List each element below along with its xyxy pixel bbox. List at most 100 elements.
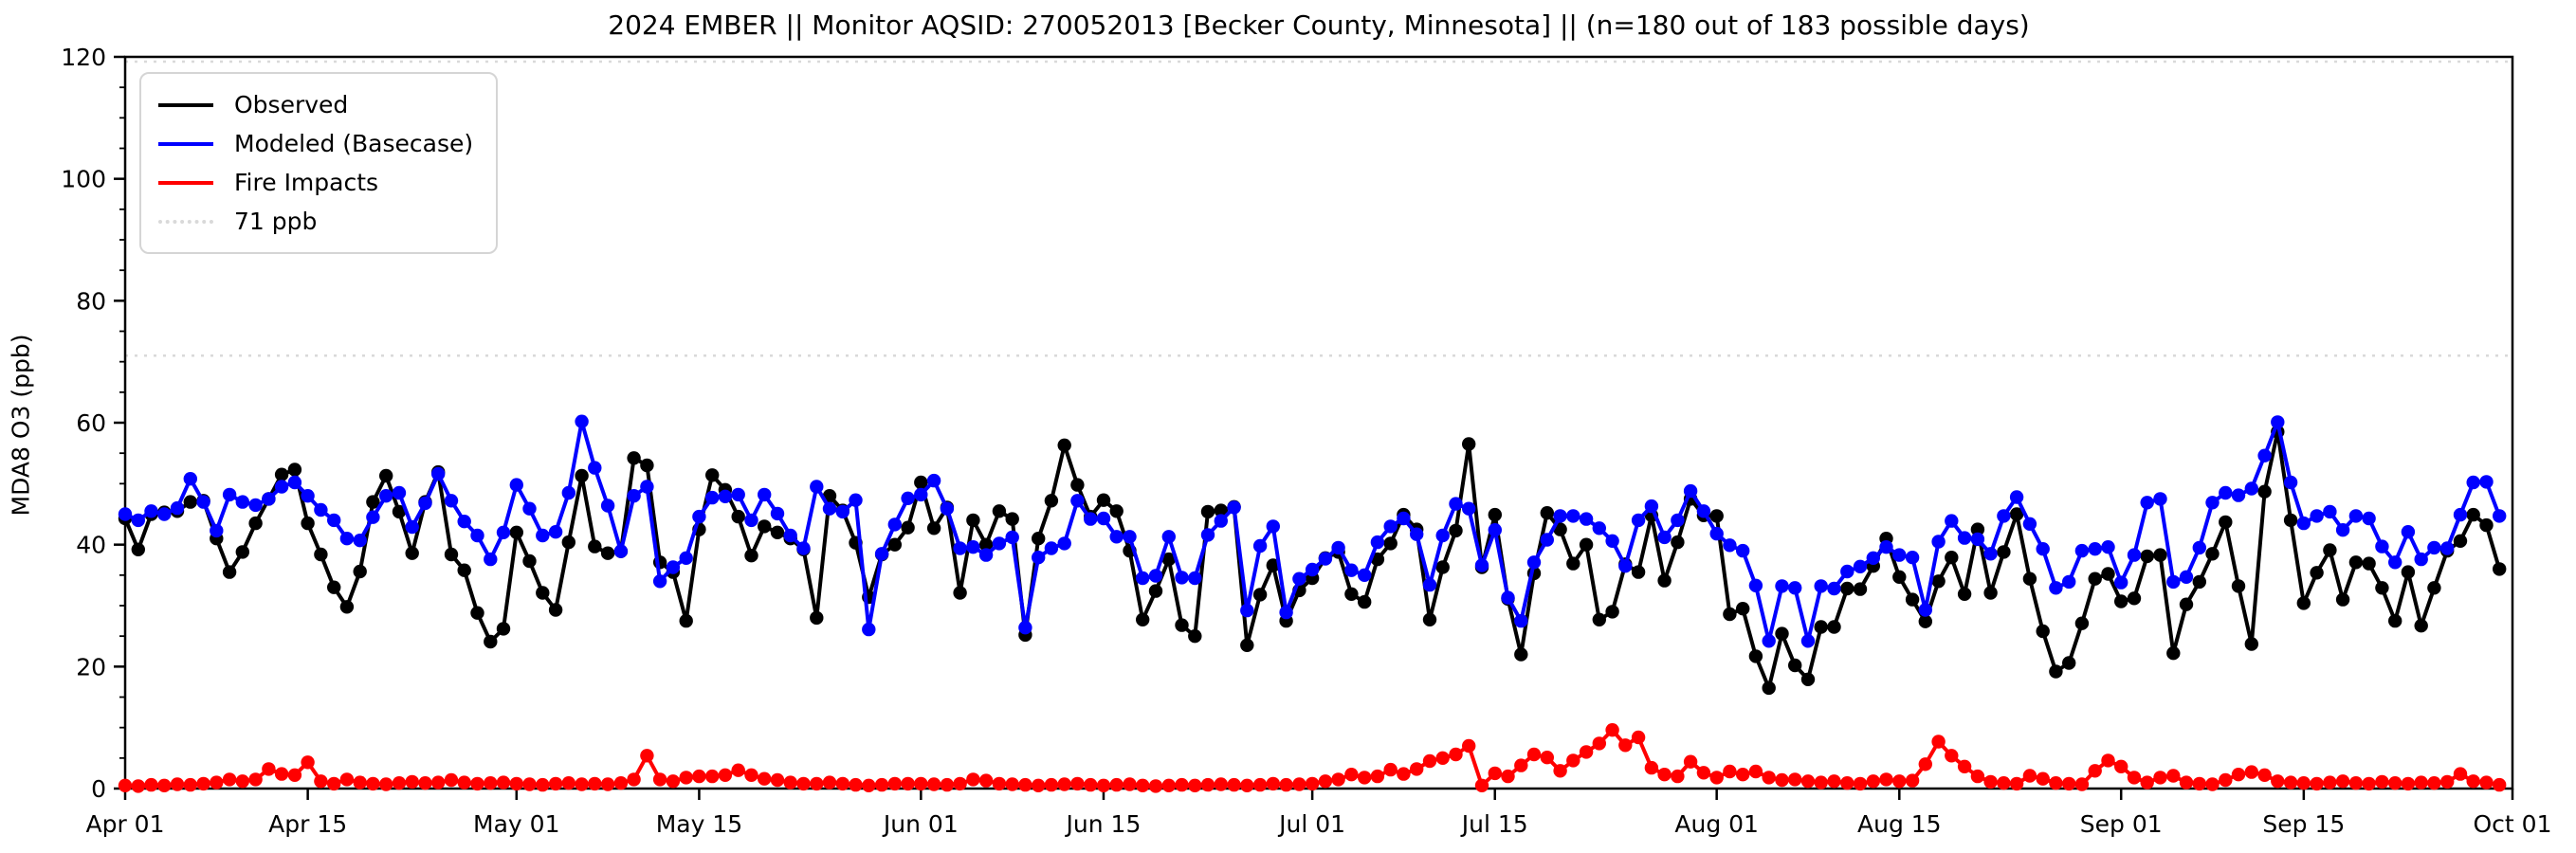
x-tick-label: Jul 01 xyxy=(1277,810,1345,838)
data-point xyxy=(783,775,797,789)
data-point xyxy=(1096,778,1111,792)
data-point xyxy=(1814,775,1828,789)
data-point xyxy=(183,472,197,486)
data-point xyxy=(1488,523,1503,537)
data-point xyxy=(705,490,720,505)
data-point xyxy=(1592,612,1607,626)
data-point xyxy=(1605,723,1619,737)
data-point xyxy=(1200,777,1215,792)
data-point xyxy=(1644,760,1659,775)
data-point xyxy=(1553,764,1567,778)
data-point xyxy=(418,496,432,511)
data-point xyxy=(613,544,629,558)
data-point xyxy=(692,509,706,524)
y-tick-label: 0 xyxy=(91,775,106,803)
data-point xyxy=(862,778,876,792)
data-point xyxy=(901,776,915,791)
legend-label: Modeled (Basecase) xyxy=(234,130,474,157)
data-point xyxy=(926,521,941,535)
fire-impacts-series xyxy=(118,723,2507,793)
data-point xyxy=(874,777,889,792)
data-point xyxy=(2257,448,2272,463)
data-point xyxy=(2009,490,2024,504)
data-point xyxy=(366,776,380,791)
data-point xyxy=(992,776,1007,791)
data-point xyxy=(2179,597,2194,611)
data-point xyxy=(1905,773,1920,788)
data-point xyxy=(1657,768,1672,782)
x-tick-label: Apr 15 xyxy=(268,810,347,838)
data-point xyxy=(1005,512,1019,526)
data-point xyxy=(1840,776,1854,790)
data-point xyxy=(1032,551,1046,565)
data-point xyxy=(2192,574,2206,590)
data-point xyxy=(1723,764,1737,779)
data-point xyxy=(1266,776,1281,791)
data-point xyxy=(379,468,393,483)
data-point xyxy=(2414,552,2428,567)
data-point xyxy=(131,513,145,528)
data-point xyxy=(1526,747,1542,762)
data-point xyxy=(262,492,276,506)
data-point xyxy=(1084,777,1098,792)
data-point xyxy=(1123,530,1137,544)
data-point xyxy=(1683,483,1698,499)
data-point xyxy=(914,776,928,791)
data-point xyxy=(314,547,328,562)
data-point xyxy=(561,535,575,550)
data-point xyxy=(548,603,563,617)
data-point xyxy=(1188,571,1202,586)
data-point xyxy=(170,500,185,516)
data-point xyxy=(522,501,537,516)
legend-line-sample xyxy=(158,180,213,185)
data-point xyxy=(1671,535,1685,550)
data-point xyxy=(1084,512,1098,526)
data-point xyxy=(2127,548,2142,562)
data-point xyxy=(470,606,484,620)
data-point xyxy=(2153,771,2167,785)
data-point xyxy=(1096,493,1111,507)
data-point xyxy=(444,494,459,508)
data-point xyxy=(222,565,237,579)
data-point xyxy=(1410,527,1424,541)
data-point xyxy=(431,775,446,789)
data-point xyxy=(1161,552,1177,567)
data-point xyxy=(1305,562,1320,577)
data-point xyxy=(874,547,889,561)
data-point xyxy=(770,525,785,539)
data-point xyxy=(2231,768,2246,782)
data-point xyxy=(2205,777,2220,791)
data-point xyxy=(1918,603,1933,617)
data-point xyxy=(1358,568,1372,582)
data-point xyxy=(2257,768,2272,782)
data-point xyxy=(810,776,824,791)
data-point xyxy=(926,473,941,488)
data-point xyxy=(1840,564,1854,579)
data-point xyxy=(2036,771,2050,786)
data-point xyxy=(1057,777,1071,791)
data-point xyxy=(183,495,197,509)
data-point xyxy=(248,498,263,513)
data-point xyxy=(744,768,758,782)
data-point xyxy=(2388,613,2402,628)
data-point xyxy=(2153,492,2167,506)
data-point xyxy=(1631,730,1646,745)
data-point xyxy=(1240,778,1254,792)
data-point xyxy=(1671,769,1685,784)
data-point xyxy=(627,772,641,787)
data-point xyxy=(366,510,380,524)
data-point xyxy=(470,528,484,543)
data-point xyxy=(196,776,210,791)
data-point xyxy=(1318,774,1333,789)
data-point xyxy=(1383,519,1398,534)
data-point xyxy=(1696,504,1711,518)
data-point xyxy=(210,775,224,789)
data-point xyxy=(2009,507,2024,521)
data-point xyxy=(2088,764,2102,778)
data-point xyxy=(2140,775,2154,789)
data-point xyxy=(2140,496,2154,510)
data-point xyxy=(2101,567,2115,581)
data-point xyxy=(1762,634,1776,648)
x-tick-label: Jun 01 xyxy=(882,810,959,838)
x-tick-label: Jun 15 xyxy=(1065,810,1142,838)
